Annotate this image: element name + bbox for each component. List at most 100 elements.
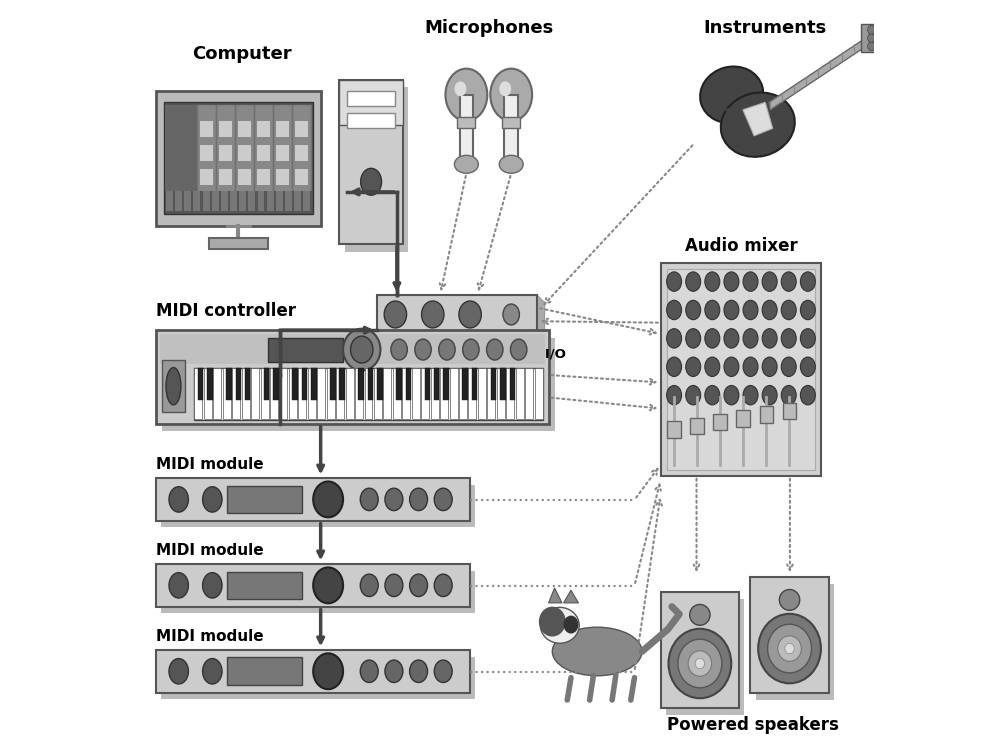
FancyBboxPatch shape xyxy=(347,91,395,106)
FancyBboxPatch shape xyxy=(248,191,255,211)
Ellipse shape xyxy=(540,608,579,644)
FancyBboxPatch shape xyxy=(406,368,411,400)
Polygon shape xyxy=(724,102,773,128)
Ellipse shape xyxy=(385,660,403,682)
FancyBboxPatch shape xyxy=(276,145,289,161)
FancyBboxPatch shape xyxy=(431,368,439,419)
Text: Powered speakers: Powered speakers xyxy=(667,716,838,734)
FancyBboxPatch shape xyxy=(273,368,279,400)
FancyBboxPatch shape xyxy=(377,368,383,400)
FancyBboxPatch shape xyxy=(270,368,278,419)
FancyBboxPatch shape xyxy=(468,368,476,419)
Ellipse shape xyxy=(768,624,812,673)
Ellipse shape xyxy=(410,488,428,511)
FancyBboxPatch shape xyxy=(238,192,251,208)
FancyBboxPatch shape xyxy=(245,368,250,400)
Ellipse shape xyxy=(724,272,739,291)
FancyBboxPatch shape xyxy=(156,564,470,607)
Ellipse shape xyxy=(705,386,720,405)
Polygon shape xyxy=(537,295,545,347)
Ellipse shape xyxy=(781,386,796,405)
FancyBboxPatch shape xyxy=(204,368,212,419)
FancyBboxPatch shape xyxy=(264,368,269,400)
Ellipse shape xyxy=(721,92,795,157)
FancyBboxPatch shape xyxy=(219,122,232,137)
Ellipse shape xyxy=(510,339,527,360)
FancyBboxPatch shape xyxy=(219,169,232,184)
FancyBboxPatch shape xyxy=(393,368,401,419)
FancyBboxPatch shape xyxy=(355,368,363,419)
Ellipse shape xyxy=(422,301,444,328)
Ellipse shape xyxy=(743,386,758,405)
FancyBboxPatch shape xyxy=(506,368,514,419)
FancyBboxPatch shape xyxy=(756,584,834,700)
Ellipse shape xyxy=(667,386,682,405)
Ellipse shape xyxy=(385,574,403,596)
Ellipse shape xyxy=(868,26,875,34)
FancyBboxPatch shape xyxy=(285,191,292,211)
FancyBboxPatch shape xyxy=(223,368,231,419)
FancyBboxPatch shape xyxy=(294,191,301,211)
FancyBboxPatch shape xyxy=(425,368,430,400)
Ellipse shape xyxy=(391,339,407,360)
FancyBboxPatch shape xyxy=(384,302,545,347)
Ellipse shape xyxy=(678,639,722,688)
Ellipse shape xyxy=(668,628,731,698)
Ellipse shape xyxy=(410,660,428,682)
FancyBboxPatch shape xyxy=(462,368,468,400)
Ellipse shape xyxy=(454,155,478,173)
FancyBboxPatch shape xyxy=(502,117,520,128)
Ellipse shape xyxy=(705,328,720,348)
Ellipse shape xyxy=(564,616,578,634)
FancyBboxPatch shape xyxy=(203,191,210,211)
FancyBboxPatch shape xyxy=(377,295,537,334)
FancyBboxPatch shape xyxy=(276,122,289,137)
Ellipse shape xyxy=(800,328,815,348)
FancyBboxPatch shape xyxy=(472,368,477,400)
Ellipse shape xyxy=(539,607,566,637)
FancyBboxPatch shape xyxy=(667,269,815,470)
FancyBboxPatch shape xyxy=(276,192,289,208)
Ellipse shape xyxy=(868,34,875,43)
FancyBboxPatch shape xyxy=(525,368,533,419)
FancyBboxPatch shape xyxy=(308,368,316,419)
Ellipse shape xyxy=(166,368,181,405)
FancyBboxPatch shape xyxy=(165,104,312,212)
Ellipse shape xyxy=(415,339,431,360)
Ellipse shape xyxy=(686,328,701,348)
FancyBboxPatch shape xyxy=(165,104,197,212)
FancyBboxPatch shape xyxy=(667,422,681,438)
FancyBboxPatch shape xyxy=(383,368,391,419)
FancyBboxPatch shape xyxy=(339,80,403,245)
FancyBboxPatch shape xyxy=(251,368,259,419)
FancyBboxPatch shape xyxy=(292,368,298,400)
Ellipse shape xyxy=(434,660,452,682)
Ellipse shape xyxy=(459,301,481,328)
FancyBboxPatch shape xyxy=(200,169,213,184)
FancyBboxPatch shape xyxy=(478,368,486,419)
FancyBboxPatch shape xyxy=(257,122,270,137)
FancyBboxPatch shape xyxy=(238,169,251,184)
FancyBboxPatch shape xyxy=(358,368,364,400)
Ellipse shape xyxy=(667,300,682,320)
Text: Computer: Computer xyxy=(192,45,292,63)
FancyBboxPatch shape xyxy=(257,145,270,161)
FancyBboxPatch shape xyxy=(402,368,410,419)
Ellipse shape xyxy=(705,272,720,291)
FancyBboxPatch shape xyxy=(661,592,739,707)
FancyBboxPatch shape xyxy=(311,368,317,400)
FancyBboxPatch shape xyxy=(164,102,313,214)
FancyBboxPatch shape xyxy=(212,191,219,211)
FancyBboxPatch shape xyxy=(374,368,382,419)
FancyBboxPatch shape xyxy=(161,657,475,699)
FancyBboxPatch shape xyxy=(161,571,475,614)
FancyBboxPatch shape xyxy=(516,368,524,419)
Ellipse shape xyxy=(667,328,682,348)
Ellipse shape xyxy=(762,386,777,405)
FancyBboxPatch shape xyxy=(156,650,470,692)
Ellipse shape xyxy=(688,651,712,676)
FancyBboxPatch shape xyxy=(162,360,185,413)
FancyBboxPatch shape xyxy=(295,192,308,208)
FancyBboxPatch shape xyxy=(194,368,202,419)
FancyBboxPatch shape xyxy=(227,658,302,685)
